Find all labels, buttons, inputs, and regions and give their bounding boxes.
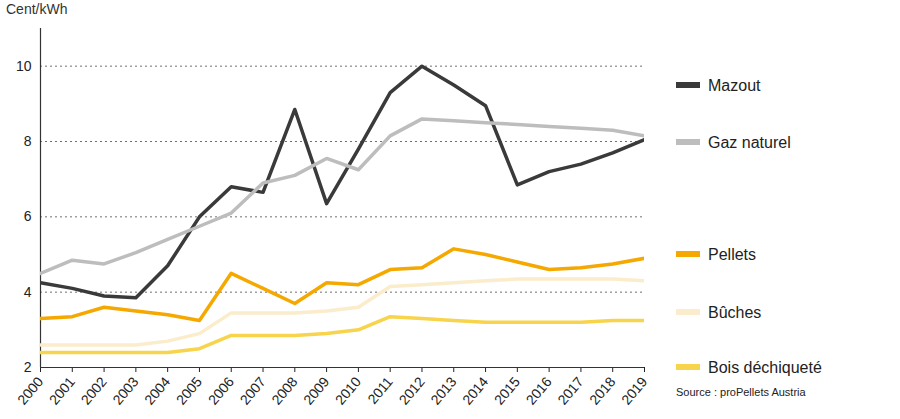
svg-text:2005: 2005	[173, 373, 205, 407]
svg-text:2007: 2007	[236, 373, 268, 407]
svg-text:2013: 2013	[427, 373, 459, 407]
svg-text:2016: 2016	[523, 373, 555, 407]
svg-text:2009: 2009	[300, 373, 332, 407]
svg-text:Mazout: Mazout	[708, 77, 761, 94]
svg-text:2003: 2003	[109, 373, 141, 407]
svg-text:2018: 2018	[586, 373, 618, 407]
svg-text:Source : proPellets Austria: Source : proPellets Austria	[676, 386, 807, 398]
svg-text:2011: 2011	[364, 373, 396, 407]
svg-text:8: 8	[24, 133, 32, 149]
svg-text:2019: 2019	[618, 373, 650, 407]
svg-text:2014: 2014	[459, 373, 491, 407]
html-text:Cent/kWh: Cent/kWh	[6, 1, 68, 17]
svg-text:2010: 2010	[332, 373, 364, 407]
svg-text:2002: 2002	[78, 373, 110, 407]
svg-text:Pellets: Pellets	[708, 246, 756, 263]
svg-text:2: 2	[24, 359, 32, 375]
svg-text:10: 10	[16, 58, 32, 74]
svg-text:2015: 2015	[491, 373, 523, 407]
svg-text:2017: 2017	[554, 373, 586, 407]
svg-text:2012: 2012	[395, 373, 427, 407]
svg-text:4: 4	[24, 284, 32, 300]
svg-text:2006: 2006	[205, 373, 237, 407]
svg-text:Bûches: Bûches	[708, 304, 761, 321]
svg-text:6: 6	[24, 208, 32, 224]
svg-text:Bois déchiqueté: Bois déchiqueté	[708, 359, 822, 376]
svg-text:2001: 2001	[46, 373, 78, 407]
svg-text:2004: 2004	[141, 373, 173, 407]
svg-text:2000: 2000	[14, 373, 46, 407]
svg-text:Gaz naturel: Gaz naturel	[708, 134, 791, 151]
svg-text:2008: 2008	[268, 373, 300, 407]
